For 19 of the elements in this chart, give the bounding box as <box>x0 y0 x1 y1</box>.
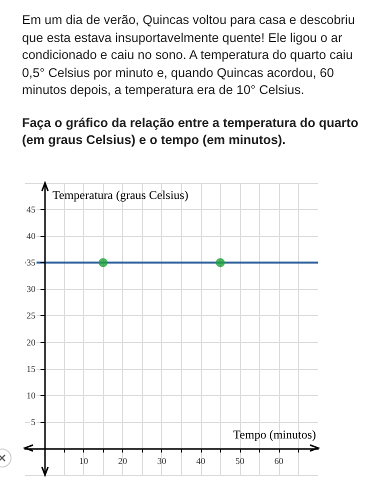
x-tick-label: 10 <box>79 456 89 466</box>
x-tick-label: 40 <box>196 456 206 466</box>
x-tick-label: 60 <box>274 456 284 466</box>
y-axis-title: Temperatura (graus Celsius) <box>52 188 188 202</box>
text: Faça o gráfico da relação entre a temperatura do quarto (em graus Celsius) e o tempo (em minutos). <box>22 114 360 149</box>
x-tick-label: 30 <box>157 456 167 466</box>
y-tick-label: 5 <box>31 416 36 427</box>
y-tick-label: 25 <box>26 310 36 321</box>
y-tick-label: 45 <box>26 204 36 215</box>
y-tick-label: 40 <box>26 231 36 242</box>
x-tick-label: 20 <box>118 456 128 466</box>
y-tick-label: 10 <box>26 390 36 400</box>
y-tick-label: 35 <box>26 258 36 268</box>
y-tick-label: 15 <box>26 364 36 374</box>
x-tick-label: 50 <box>235 456 245 466</box>
x-axis-title: Tempo (minutos) <box>233 427 316 442</box>
y-tick-label: 30 <box>26 284 36 294</box>
y-tick-label: 20 <box>26 337 36 348</box>
text: Em um dia de verão, Quincas voltou para casa e descobriu que esta estava insuportavelmente quente! Ele ligou o ar condicionado e caiu no sono. A temperatura do quarto caiu 0,5° Celsius por minuto e, quando Quincas acordou, 60 minutos depois, a temperatura era de 10° Celsius. <box>22 12 356 99</box>
